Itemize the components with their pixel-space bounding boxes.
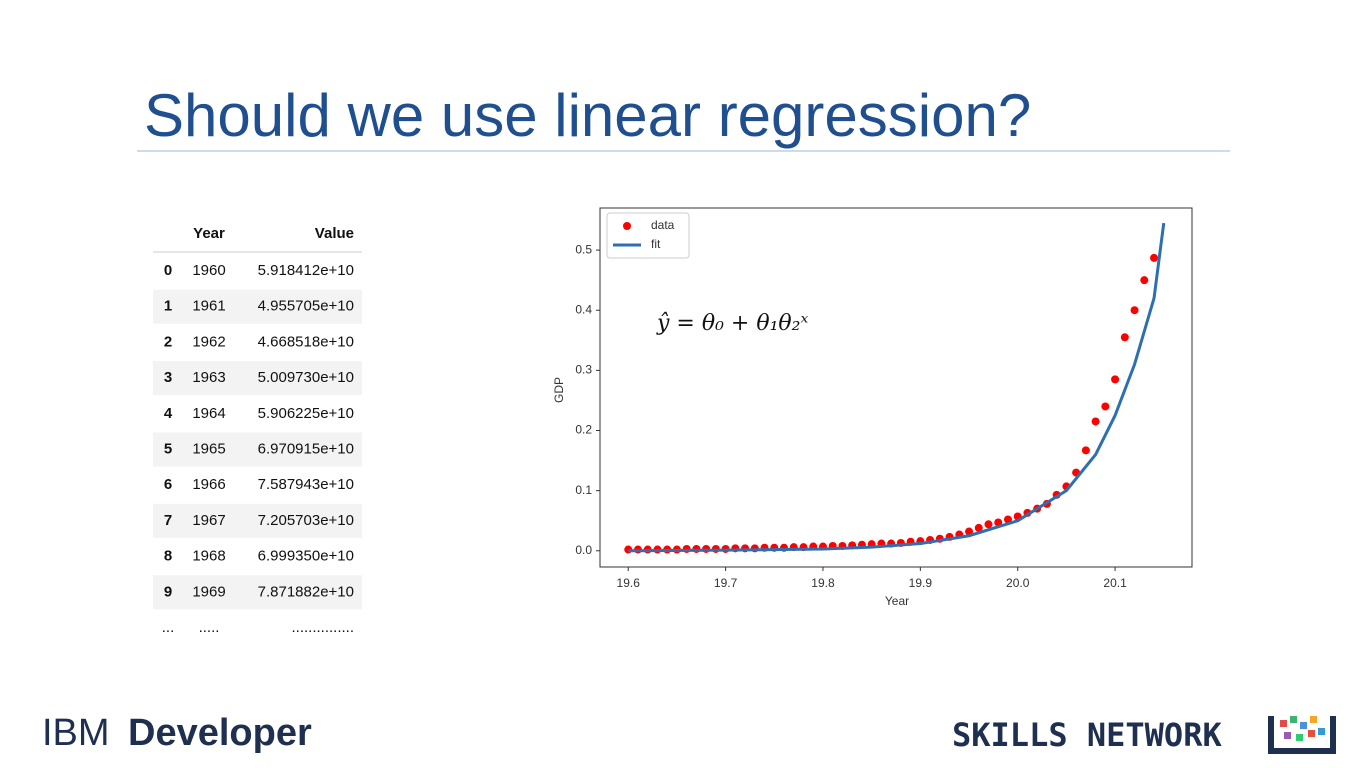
- table-cell: 1963: [192, 369, 225, 386]
- data-point: [984, 520, 993, 529]
- data-point: [965, 527, 974, 536]
- x-tick-label: 19.8: [811, 576, 835, 590]
- legend-swatch: [623, 222, 631, 230]
- row-stripe: [153, 432, 362, 467]
- table-cell: 1966: [192, 476, 225, 493]
- table-cell: 1969: [192, 583, 225, 600]
- table-cell: 3: [164, 369, 172, 386]
- table-cell: 1968: [192, 548, 225, 565]
- table-cell: 8: [164, 548, 172, 565]
- table-cell: 6: [164, 476, 172, 493]
- data-point: [1120, 333, 1129, 342]
- data-point: [1091, 417, 1100, 426]
- table-cell: 1965: [192, 440, 225, 457]
- network-logo: [1268, 716, 1336, 754]
- y-tick-label: 0.3: [575, 363, 592, 377]
- data-point: [1130, 306, 1139, 315]
- table-cell: 5.918412e+10: [258, 262, 354, 279]
- table-cell: 7: [164, 512, 172, 529]
- table-cell: 1962: [192, 333, 225, 350]
- data-point: [1150, 253, 1159, 262]
- formula: ŷ = θ₀ + θ₁θ₂ˣ: [656, 311, 808, 336]
- table-cell: 5: [164, 440, 172, 457]
- row-stripe: [153, 503, 362, 538]
- table-cell: 7.871882e+10: [258, 583, 354, 600]
- plot-area: [599, 207, 1193, 568]
- table-cell: 4.955705e+10: [258, 298, 354, 315]
- table-cell: 5.009730e+10: [258, 369, 354, 386]
- table-cell: 2: [164, 333, 172, 350]
- y-tick-label: 0.2: [575, 423, 592, 437]
- table-header: Value: [315, 225, 354, 242]
- x-tick-label: 20.0: [1006, 576, 1030, 590]
- table-cell: 9: [164, 583, 172, 600]
- x-tick-label: 19.9: [909, 576, 933, 590]
- y-tick-label: 0.1: [575, 483, 592, 497]
- table-cell: 0: [164, 262, 172, 279]
- row-stripe: [153, 289, 362, 324]
- legend-box: [606, 212, 690, 259]
- data-point: [1140, 276, 1149, 285]
- table-cell: 6.970915e+10: [258, 440, 354, 457]
- table-cell: 1961: [192, 298, 225, 315]
- data-point: [1081, 446, 1090, 455]
- table-cell: 5.906225e+10: [258, 405, 354, 422]
- table-header: Year: [193, 225, 225, 242]
- brand-developer: Developer: [128, 712, 312, 754]
- slide-title: Should we use linear regression?: [144, 82, 1031, 149]
- table-cell: 1: [164, 298, 172, 315]
- table-cell: 4: [164, 405, 173, 422]
- data-point: [1003, 515, 1012, 524]
- table-ellipsis: .....: [199, 619, 220, 636]
- table-ellipsis: ...: [162, 619, 175, 636]
- table-cell: 7.587943e+10: [258, 476, 354, 493]
- x-tick-label: 19.6: [617, 576, 641, 590]
- data-point: [974, 523, 983, 532]
- table-cell: 6.999350e+10: [258, 548, 354, 565]
- data-point: [994, 518, 1003, 527]
- data-point: [1111, 375, 1120, 384]
- y-tick-label: 0.0: [575, 543, 592, 557]
- x-axis-label: Year: [885, 594, 909, 608]
- y-tick-label: 0.4: [575, 302, 592, 316]
- y-tick-label: 0.5: [575, 242, 592, 256]
- table-cell: 7.205703e+10: [258, 512, 354, 529]
- row-stripe: [153, 361, 362, 396]
- x-tick-label: 19.7: [714, 576, 738, 590]
- table-ellipsis: ...............: [291, 619, 354, 636]
- legend-label: fit: [651, 237, 661, 251]
- table-cell: 4.668518e+10: [258, 333, 354, 350]
- y-axis-label: GDP: [552, 377, 566, 403]
- data-point: [1101, 402, 1110, 411]
- table-cell: 1967: [192, 512, 225, 529]
- row-stripe: [153, 575, 362, 610]
- fit-line: [628, 222, 1166, 553]
- x-tick-label: 20.1: [1103, 576, 1127, 590]
- brand-ibm: IBM: [42, 712, 110, 754]
- legend-label: data: [651, 218, 675, 232]
- table-cell: 1960: [192, 262, 225, 279]
- skills-network: SKILLS NETWORK: [952, 716, 1222, 754]
- table-cell: 1964: [192, 405, 225, 422]
